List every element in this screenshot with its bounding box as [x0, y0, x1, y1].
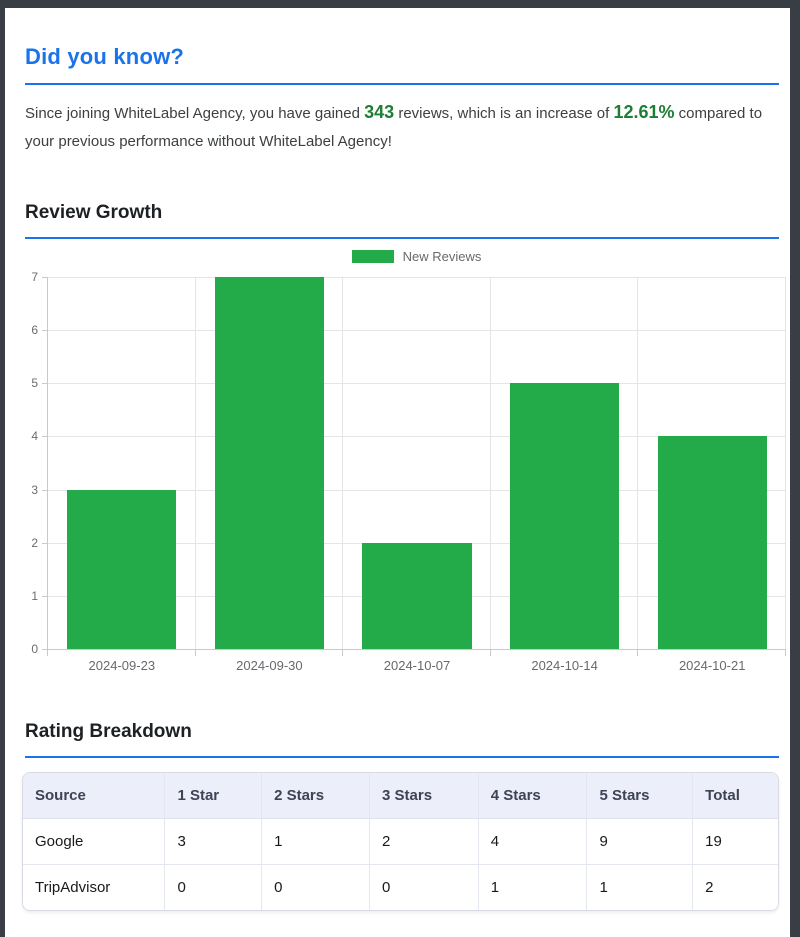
x-gridline	[637, 277, 639, 649]
y-gridline	[48, 277, 786, 278]
bar-2024-09-23	[67, 489, 177, 649]
bar-2024-10-21	[657, 436, 767, 649]
x-tick-mark	[785, 649, 786, 656]
accent-divider	[25, 237, 779, 239]
y-tick-label: 3	[31, 482, 38, 497]
x-tick-label: 2024-10-14	[531, 658, 598, 673]
y-tick-mark	[42, 436, 48, 438]
table-header-cell: 2 Stars	[261, 773, 370, 819]
report-page: Did you know? Since joining WhiteLabel A…	[5, 8, 790, 937]
intro-text-before: Since joining WhiteLabel Agency, you hav…	[25, 105, 365, 122]
intro-text-after: compared to your previous performance wi…	[25, 105, 763, 150]
section-rating-breakdown: Rating Breakdown Source 1 Star 2 Stars 3 St…	[22, 721, 779, 911]
y-tick-label: 4	[31, 429, 38, 444]
section-review-growth: Review Growth New Reviews 0 1 2 3 4 5 6 7 2024-0…	[25, 202, 786, 681]
did-you-know-title: Did you know?	[25, 44, 185, 69]
y-tick-mark	[42, 649, 48, 650]
chart-legend: New Reviews	[47, 248, 786, 264]
y-tick-mark	[42, 542, 48, 544]
y-tick-label: 6	[31, 323, 38, 338]
table-cell: Google	[23, 818, 165, 865]
x-tick-label: 2024-10-21	[678, 658, 746, 673]
rating-breakdown-title: Rating Breakdown	[25, 721, 192, 742]
y-tick-mark	[42, 595, 48, 597]
x-tick-mark	[637, 649, 639, 656]
table-header-cell: Total	[692, 773, 778, 819]
table-cell: 2	[369, 818, 479, 865]
increase-percent-value: 12.61%	[613, 102, 675, 122]
intro-paragraph: Since joining WhiteLabel Agency, you hav…	[25, 98, 779, 156]
table-cell: 1	[586, 864, 693, 910]
y-tick-label: 2	[31, 535, 38, 550]
legend-swatch	[351, 249, 394, 263]
intro-text-middle: reviews, which is an increase of	[394, 105, 614, 122]
x-tick-mark	[489, 649, 491, 656]
table-cell: 19	[692, 818, 778, 865]
x-gridline	[194, 277, 196, 649]
y-tick-label: 7	[31, 270, 38, 284]
chart-plot: 0 1 2 3 4 5 6 7 2024-09-23 2024-09-30 2024-10-07 20…	[31, 270, 786, 673]
accent-divider	[25, 756, 779, 758]
bar-2024-10-07	[362, 542, 472, 649]
table-header-row: Source 1 Star 2 Stars 3 Stars 4 Stars 5 Stars…	[23, 773, 778, 819]
x-tick-mark	[47, 649, 48, 656]
y-tick-label: 5	[31, 376, 38, 391]
table-row: Google 3 1 2 4 9 19	[23, 818, 778, 865]
y-tick-label: 0	[31, 642, 38, 656]
table-row: TripAdvisor 0 0 0 1 1 2	[23, 864, 778, 910]
table-body: Google 3 1 2 4 9 19 TripAdvisor 0 0 0 1 1 2	[23, 818, 778, 910]
review-growth-title: Review Growth	[25, 202, 163, 223]
table-header-cell: 3 Stars	[369, 773, 479, 819]
accent-divider	[25, 83, 779, 85]
table-cell: 4	[477, 818, 587, 865]
y-gridline	[48, 383, 786, 385]
reviews-gained-value: 343	[364, 102, 395, 122]
y-tick-mark	[42, 330, 48, 332]
bar-2024-10-14	[509, 383, 620, 649]
x-tick-mark	[194, 649, 196, 656]
table-cell: 1	[477, 864, 587, 910]
rating-table-wrap: Source 1 Star 2 Stars 3 Stars 4 Stars 5 Stars…	[22, 772, 779, 911]
y-gridline	[48, 330, 786, 332]
table-cell: 9	[586, 818, 693, 865]
rating-table: Source 1 Star 2 Stars 3 Stars 4 Stars 5 Stars…	[23, 773, 778, 910]
review-growth-chart: New Reviews 0 1 2 3 4 5 6 7 2024-09-23 2024-09-30…	[25, 239, 786, 681]
x-tick-label: 2024-09-23	[88, 658, 156, 673]
legend-label: New Reviews	[402, 248, 482, 264]
y-tick-mark	[42, 383, 48, 385]
table-cell: 0	[369, 864, 479, 910]
y-tick-mark	[42, 489, 48, 491]
y-tick-label: 1	[31, 588, 38, 603]
table-cell: 0	[164, 864, 262, 910]
table-cell: TripAdvisor	[23, 864, 165, 910]
table-cell: 2	[692, 864, 778, 910]
x-gridline	[489, 277, 491, 649]
table-header-cell: 1 Star	[164, 773, 262, 819]
x-gridline	[342, 277, 344, 649]
y-tick-mark	[42, 277, 48, 278]
y-gridline	[48, 489, 786, 491]
x-tick-label: 2024-10-07	[383, 658, 451, 673]
table-header-cell: 4 Stars	[477, 773, 587, 819]
table-cell: 1	[261, 818, 370, 865]
bar-2024-09-30	[214, 277, 324, 649]
x-tick-label: 2024-09-30	[236, 658, 303, 673]
x-gridline	[785, 277, 786, 649]
table-cell: 0	[261, 864, 370, 910]
table-header-cell: 5 Stars	[586, 773, 693, 819]
table-header-cell: Source	[23, 773, 165, 819]
x-tick-mark	[342, 649, 344, 656]
y-gridline	[48, 436, 786, 438]
section-did-you-know: Did you know? Since joining WhiteLabel A…	[25, 44, 779, 156]
table-cell: 3	[164, 818, 262, 865]
